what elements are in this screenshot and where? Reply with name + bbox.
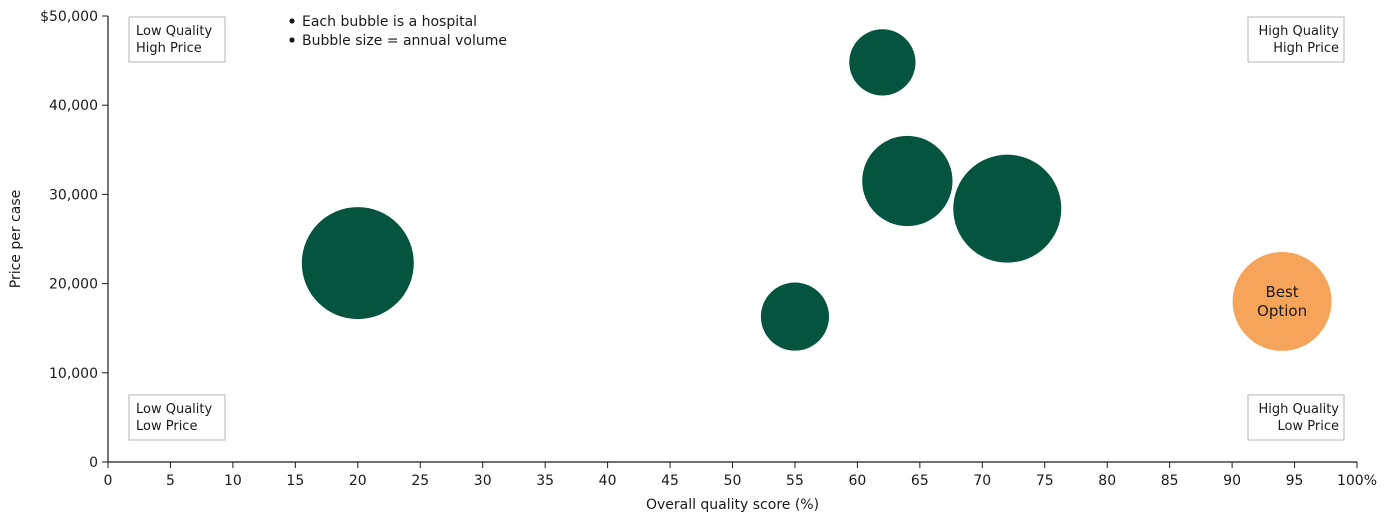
chart-note: Each bubble is a hospital [302, 14, 477, 30]
x-tick-label: 25 [411, 473, 429, 489]
x-tick-label: 45 [661, 473, 679, 489]
quadrant-label-line: High Quality [1259, 402, 1340, 417]
axes: 0 5 10 15 20 25 30 35 40 45 50 55 60 65 70 75 80 85 90 95 10… [8, 9, 1377, 513]
y-tick-label: $50,000 [40, 9, 98, 25]
quadrant-label-top-right: High Quality High Price [1247, 16, 1345, 63]
quadrant-label-line: Low Quality [136, 402, 212, 417]
x-tick-label: 35 [536, 473, 554, 489]
bubble-label: Option [1257, 302, 1307, 320]
chart-notes: Each bubble is a hospital Bubble size = a… [289, 14, 507, 49]
x-tick-label: 50 [724, 473, 742, 489]
quadrant-label-top-left: Low Quality High Price [128, 16, 226, 63]
quadrant-box [1247, 16, 1345, 63]
bubble-label: Best [1265, 283, 1298, 301]
chart-note: Bubble size = annual volume [302, 33, 507, 49]
bullet-icon [289, 37, 295, 43]
x-axis-title: Overall quality score (%) [646, 497, 819, 513]
quadrant-label-line: High Quality [1259, 24, 1340, 39]
x-tick-label: 95 [1286, 473, 1304, 489]
x-tick-label: 85 [1161, 473, 1179, 489]
x-tick-label: 5 [166, 473, 175, 489]
x-tick-label: 40 [599, 473, 617, 489]
quadrant-label-bottom-left: Low Quality Low Price [128, 394, 226, 441]
hospital-bubble [760, 282, 830, 351]
x-tick-label: 30 [474, 473, 492, 489]
x-tick-label: 20 [349, 473, 367, 489]
hospital-bubble [862, 135, 953, 227]
hospital-bubble [301, 207, 414, 320]
quadrant-label-bottom-right: High Quality Low Price [1247, 394, 1345, 441]
best-option-bubble [1232, 251, 1332, 351]
quadrant-label-line: Low Price [136, 419, 197, 434]
hospital-bubble [953, 154, 1062, 263]
hospital-bubble [849, 29, 916, 96]
quadrant-labels: Low Quality High Price High Quality High Pr… [128, 16, 1345, 441]
quadrant-box [1247, 394, 1345, 441]
x-tick-label: 15 [286, 473, 304, 489]
y-tick-label: 10,000 [49, 366, 98, 382]
x-tick-label: 10 [224, 473, 242, 489]
quadrant-box [128, 16, 226, 63]
x-tick-label: 55 [786, 473, 804, 489]
y-tick-label: 20,000 [49, 277, 98, 293]
x-tick-label: 80 [1098, 473, 1116, 489]
x-tick-label: 70 [973, 473, 991, 489]
x-tick-label: 75 [1036, 473, 1054, 489]
x-tick-label: 100% [1337, 473, 1377, 489]
y-tick-label: 0 [89, 455, 98, 471]
x-tick-label: 0 [104, 473, 113, 489]
quadrant-label-line: Low Quality [136, 24, 212, 39]
quadrant-label-line: High Price [136, 41, 202, 56]
x-tick-label: 90 [1223, 473, 1241, 489]
x-tick-label: 60 [848, 473, 866, 489]
quadrant-label-line: Low Price [1278, 419, 1339, 434]
bullet-icon [289, 18, 295, 24]
y-tick-label: 30,000 [49, 187, 98, 203]
y-axis-title: Price per case [8, 190, 24, 289]
x-tick-label: 65 [911, 473, 929, 489]
quadrant-box [128, 394, 226, 441]
quadrant-label-line: High Price [1273, 41, 1339, 56]
y-tick-label: 40,000 [49, 98, 98, 114]
